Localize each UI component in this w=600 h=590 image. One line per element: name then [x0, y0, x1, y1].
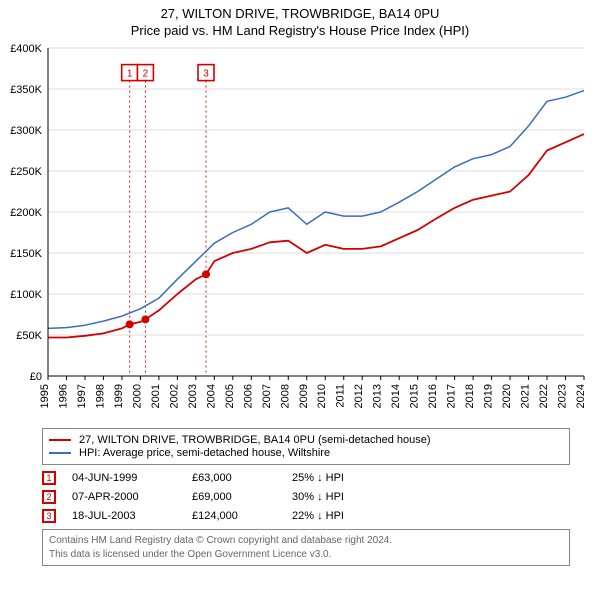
legend-label: HPI: Average price, semi-detached house,… [79, 447, 330, 459]
svg-text:2011: 2011 [335, 384, 347, 408]
svg-text:2015: 2015 [409, 384, 421, 408]
svg-text:2005: 2005 [224, 384, 236, 408]
chart-subtitle: Price paid vs. HM Land Registry's House … [0, 23, 600, 38]
svg-text:2023: 2023 [557, 384, 569, 408]
svg-text:2010: 2010 [316, 384, 328, 408]
legend-row: 27, WILTON DRIVE, TROWBRIDGE, BA14 0PU (… [49, 434, 563, 446]
chart-svg: £0 £50K £100K £150K £200K £250K £300K £350K £400… [0, 42, 600, 422]
chart-plot: £0 £50K £100K £150K £200K £250K £300K £350K £400… [0, 42, 600, 422]
svg-text:2004: 2004 [205, 384, 217, 408]
legend-row: HPI: Average price, semi-detached house,… [49, 447, 563, 459]
svg-text:2008: 2008 [279, 384, 291, 408]
svg-text:£350K: £350K [10, 84, 42, 96]
transaction-marker: 3 [42, 509, 56, 523]
svg-text:£300K: £300K [10, 125, 42, 137]
credits: Contains HM Land Registry data © Crown c… [42, 529, 570, 566]
chart-container: { "title": "27, WILTON DRIVE, TROWBRIDGE… [0, 0, 600, 590]
transaction-price: £63,000 [192, 472, 292, 484]
transaction-date: 07-APR-2000 [72, 491, 192, 503]
transaction-marker: 2 [42, 490, 56, 504]
svg-text:1: 1 [127, 69, 133, 80]
svg-text:2012: 2012 [353, 384, 365, 408]
transaction-price: £69,000 [192, 491, 292, 503]
svg-text:3: 3 [203, 69, 209, 80]
svg-text:1995: 1995 [39, 384, 51, 408]
svg-text:2021: 2021 [520, 384, 532, 408]
transaction-delta: 30% ↓ HPI [292, 491, 452, 503]
svg-text:2022: 2022 [538, 384, 550, 408]
svg-text:£100K: £100K [10, 289, 42, 301]
svg-text:2020: 2020 [501, 384, 513, 408]
svg-text:2018: 2018 [464, 384, 476, 408]
svg-text:2016: 2016 [427, 384, 439, 408]
chart-title: 27, WILTON DRIVE, TROWBRIDGE, BA14 0PU [0, 6, 600, 21]
transaction-row: 2 07-APR-2000£69,00030% ↓ HPI [42, 490, 570, 504]
legend: 27, WILTON DRIVE, TROWBRIDGE, BA14 0PU (… [42, 428, 570, 465]
svg-text:2: 2 [143, 69, 149, 80]
svg-text:2002: 2002 [168, 384, 180, 408]
svg-text:2017: 2017 [446, 384, 458, 408]
svg-text:£400K: £400K [10, 43, 42, 55]
svg-text:£0: £0 [30, 371, 42, 383]
svg-text:£250K: £250K [10, 166, 42, 178]
transaction-marker: 1 [42, 471, 56, 485]
transaction-price: £124,000 [192, 510, 292, 522]
svg-text:£200K: £200K [10, 207, 42, 219]
svg-text:1999: 1999 [113, 384, 125, 408]
svg-text:2013: 2013 [372, 384, 384, 408]
transaction-list: 1 04-JUN-1999£63,00025% ↓ HPI 2 07-APR-2000… [42, 471, 570, 523]
credits-line-1: Contains HM Land Registry data © Crown c… [49, 534, 563, 548]
svg-text:2007: 2007 [261, 384, 273, 408]
svg-text:£50K: £50K [16, 330, 42, 342]
transaction-row: 3 18-JUL-2003£124,00022% ↓ HPI [42, 509, 570, 523]
legend-swatch [49, 439, 71, 441]
transaction-date: 04-JUN-1999 [72, 472, 192, 484]
legend-label: 27, WILTON DRIVE, TROWBRIDGE, BA14 0PU (… [79, 434, 431, 446]
legend-swatch [49, 452, 71, 454]
svg-text:2024: 2024 [575, 384, 587, 408]
svg-text:2006: 2006 [242, 384, 254, 408]
svg-text:1997: 1997 [76, 384, 88, 408]
svg-text:2000: 2000 [131, 384, 143, 408]
svg-text:2019: 2019 [483, 384, 495, 408]
svg-text:2003: 2003 [187, 384, 199, 408]
credits-line-2: This data is licensed under the Open Gov… [49, 548, 563, 562]
svg-text:2014: 2014 [390, 384, 402, 408]
svg-text:2001: 2001 [150, 384, 162, 408]
svg-text:1998: 1998 [94, 384, 106, 408]
transaction-date: 18-JUL-2003 [72, 510, 192, 522]
transaction-delta: 22% ↓ HPI [292, 510, 452, 522]
transaction-delta: 25% ↓ HPI [292, 472, 452, 484]
svg-text:£150K: £150K [10, 248, 42, 260]
svg-text:1996: 1996 [57, 384, 69, 408]
svg-text:2009: 2009 [298, 384, 310, 408]
transaction-row: 1 04-JUN-1999£63,00025% ↓ HPI [42, 471, 570, 485]
